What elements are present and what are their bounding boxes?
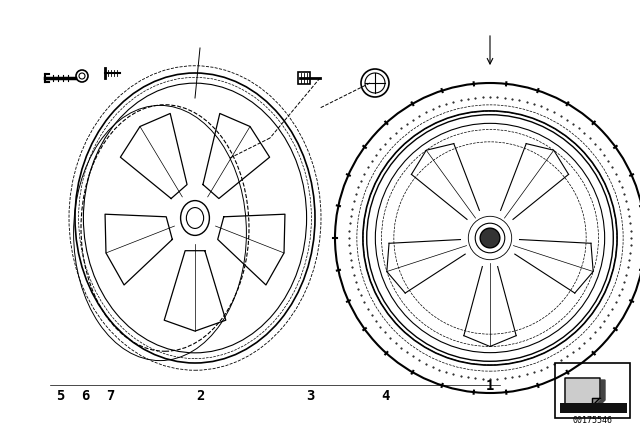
Polygon shape (592, 398, 600, 406)
Text: 3: 3 (306, 389, 314, 403)
Text: 7: 7 (106, 389, 114, 403)
Text: 4: 4 (381, 389, 389, 403)
Bar (560, 403, 627, 413)
Text: 2: 2 (196, 389, 204, 403)
Bar (298, 72, 310, 84)
Text: 5: 5 (56, 389, 64, 403)
Bar (555, 363, 630, 418)
Circle shape (480, 228, 500, 248)
Text: 00175546: 00175546 (573, 416, 612, 425)
Text: 6: 6 (81, 389, 89, 403)
Polygon shape (570, 380, 605, 408)
Polygon shape (565, 378, 600, 406)
Text: 1: 1 (486, 379, 494, 393)
